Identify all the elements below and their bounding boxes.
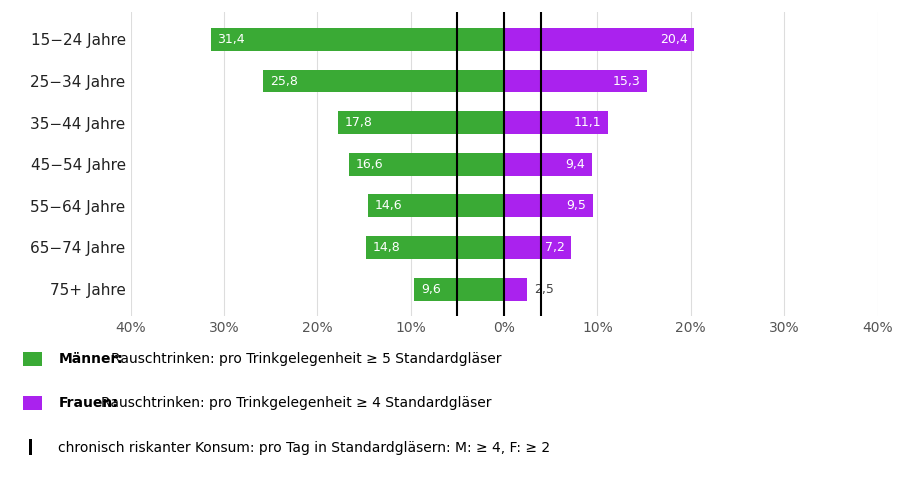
- Text: 2,5: 2,5: [534, 283, 554, 295]
- Bar: [368, 195, 504, 217]
- Text: 9,4: 9,4: [565, 158, 585, 171]
- Text: 25,8: 25,8: [270, 75, 298, 87]
- Bar: [504, 111, 608, 134]
- Text: 16,6: 16,6: [356, 158, 383, 171]
- Bar: [414, 278, 504, 300]
- Text: Frauen:: Frauen:: [58, 396, 118, 410]
- Bar: [504, 153, 592, 176]
- Text: Rauschtrinken: pro Trinkgelegenheit ≥ 4 Standardgläser: Rauschtrinken: pro Trinkgelegenheit ≥ 4 …: [101, 396, 491, 410]
- Bar: [504, 236, 572, 259]
- Bar: [504, 70, 647, 92]
- Text: 31,4: 31,4: [217, 33, 245, 46]
- Text: 20,4: 20,4: [661, 33, 688, 46]
- Text: 15,3: 15,3: [613, 75, 640, 87]
- Text: 14,6: 14,6: [374, 200, 401, 212]
- Text: 9,6: 9,6: [421, 283, 441, 295]
- Bar: [365, 236, 504, 259]
- Bar: [504, 278, 527, 300]
- Bar: [349, 153, 504, 176]
- Text: Männer:: Männer:: [58, 352, 123, 366]
- Text: 17,8: 17,8: [345, 116, 373, 129]
- Bar: [263, 70, 504, 92]
- Bar: [211, 28, 504, 51]
- Text: 11,1: 11,1: [573, 116, 601, 129]
- Text: 7,2: 7,2: [544, 241, 564, 254]
- Text: 14,8: 14,8: [373, 241, 400, 254]
- Text: chronisch riskanter Konsum: pro Tag in Standardgläsern: M: ≥ 4, F: ≥ 2: chronisch riskanter Konsum: pro Tag in S…: [58, 441, 551, 454]
- Text: 9,5: 9,5: [566, 200, 586, 212]
- Bar: [504, 195, 593, 217]
- Bar: [338, 111, 504, 134]
- Text: Rauschtrinken: pro Trinkgelegenheit ≥ 5 Standardgläser: Rauschtrinken: pro Trinkgelegenheit ≥ 5 …: [111, 352, 501, 366]
- Bar: [504, 28, 695, 51]
